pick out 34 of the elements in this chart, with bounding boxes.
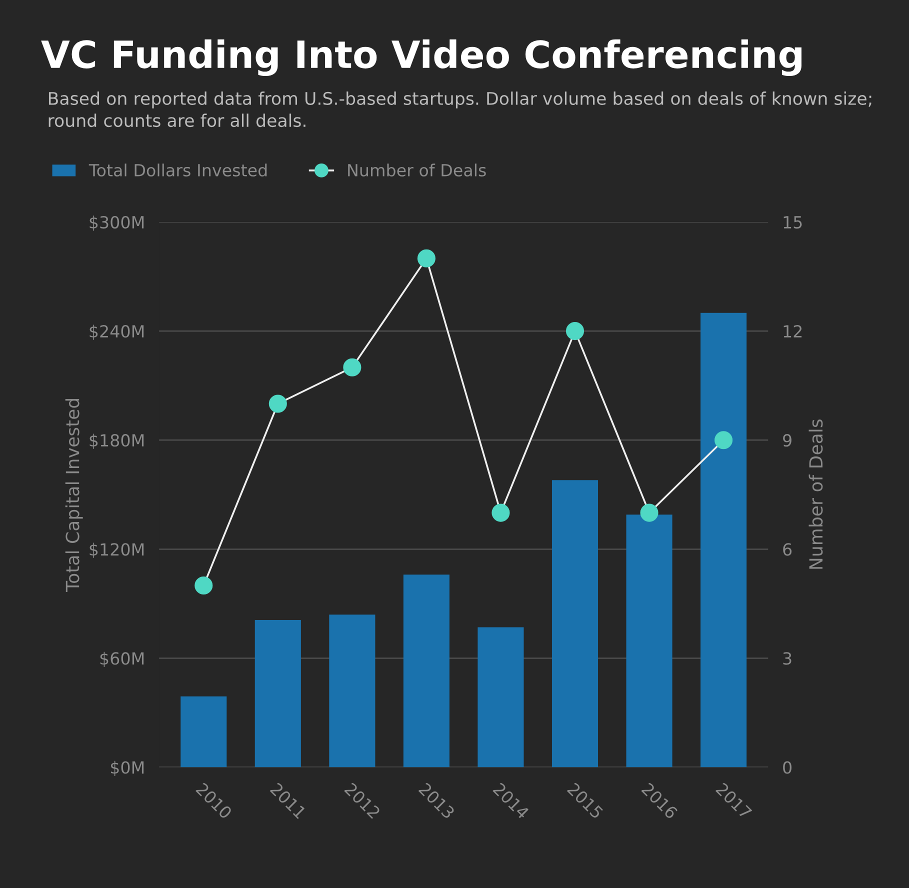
chart-subtitle: Based on reported data from U.S.-based startups. Dollar volume based on deals of known size; round counts are for all deals. bbox=[48, 92, 872, 128]
legend-label: Number of Deals bbox=[348, 164, 486, 177]
y-tick-label: $180M bbox=[90, 434, 144, 449]
point bbox=[343, 358, 362, 376]
legend-label: Total Dollars Invested bbox=[88, 164, 267, 177]
bar bbox=[552, 480, 598, 768]
bar bbox=[329, 614, 376, 768]
y-tick-label: $240M bbox=[90, 324, 144, 340]
y2-tick-label: 3 bbox=[783, 652, 792, 665]
bar bbox=[478, 627, 524, 768]
point bbox=[268, 394, 287, 413]
y2-tick-label: 9 bbox=[783, 434, 792, 447]
y2-tick-label: 15 bbox=[784, 216, 802, 229]
chart-title: VC Funding Into Video Conferencing bbox=[41, 39, 802, 76]
y2-tick-label: 12 bbox=[784, 325, 802, 338]
bar bbox=[180, 696, 227, 768]
y-tick-label: $0M bbox=[110, 760, 144, 776]
point bbox=[492, 504, 510, 522]
point bbox=[194, 576, 213, 595]
bar bbox=[700, 312, 747, 768]
point bbox=[714, 431, 733, 450]
y-tick-label: $300M bbox=[90, 216, 144, 231]
bar bbox=[403, 574, 450, 768]
y-axis-title: Total Capital Invested bbox=[65, 398, 83, 592]
y-tick-label: $120M bbox=[90, 542, 144, 558]
bar bbox=[626, 514, 672, 768]
point bbox=[566, 322, 584, 340]
bar bbox=[254, 620, 301, 768]
y2-axis-title: Number of Deals bbox=[808, 420, 823, 569]
y2-tick-label: 6 bbox=[783, 543, 792, 556]
point bbox=[417, 249, 436, 268]
y2-tick-label: 0 bbox=[783, 761, 792, 774]
y-tick-label: $60M bbox=[100, 652, 144, 667]
point bbox=[640, 504, 658, 522]
